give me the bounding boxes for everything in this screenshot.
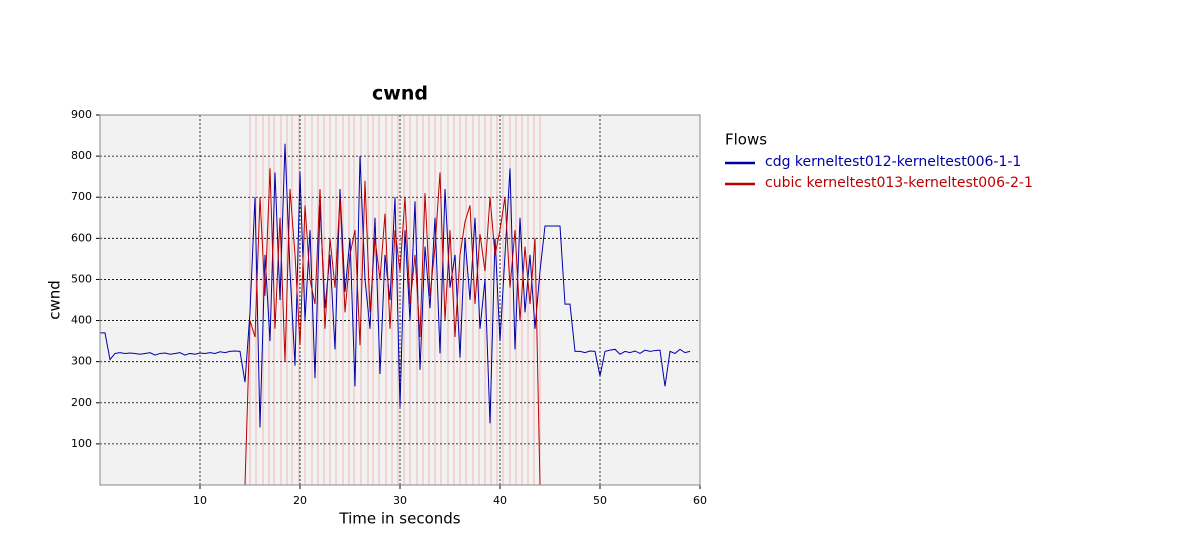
x-tick-label: 50 [593,494,607,507]
y-tick-label: 200 [71,396,92,409]
y-tick-label: 100 [71,437,92,450]
x-tick-label: 60 [693,494,707,507]
y-tick-label: 600 [71,231,92,244]
x-tick-label: 40 [493,494,507,507]
y-tick-label: 900 [71,108,92,121]
x-tick-label: 30 [393,494,407,507]
x-axis-label: Time in seconds [338,510,460,528]
legend-title: Flows [725,131,767,149]
legend-label: cdg kerneltest012-kerneltest006-1-1 [765,154,1021,170]
y-tick-label: 300 [71,355,92,368]
series-line [100,143,691,428]
x-tick-label: 20 [293,494,307,507]
y-tick-label: 500 [71,272,92,285]
y-axis-label: cwnd [46,280,64,320]
y-tick-label: 400 [71,314,92,327]
x-tick-label: 10 [193,494,207,507]
y-tick-label: 700 [71,190,92,203]
plot-frame [99,114,701,486]
y-tick-label: 800 [71,149,92,162]
legend-label: cubic kerneltest013-kerneltest006-2-1 [765,175,1033,191]
chart-title: cwnd [372,83,428,105]
